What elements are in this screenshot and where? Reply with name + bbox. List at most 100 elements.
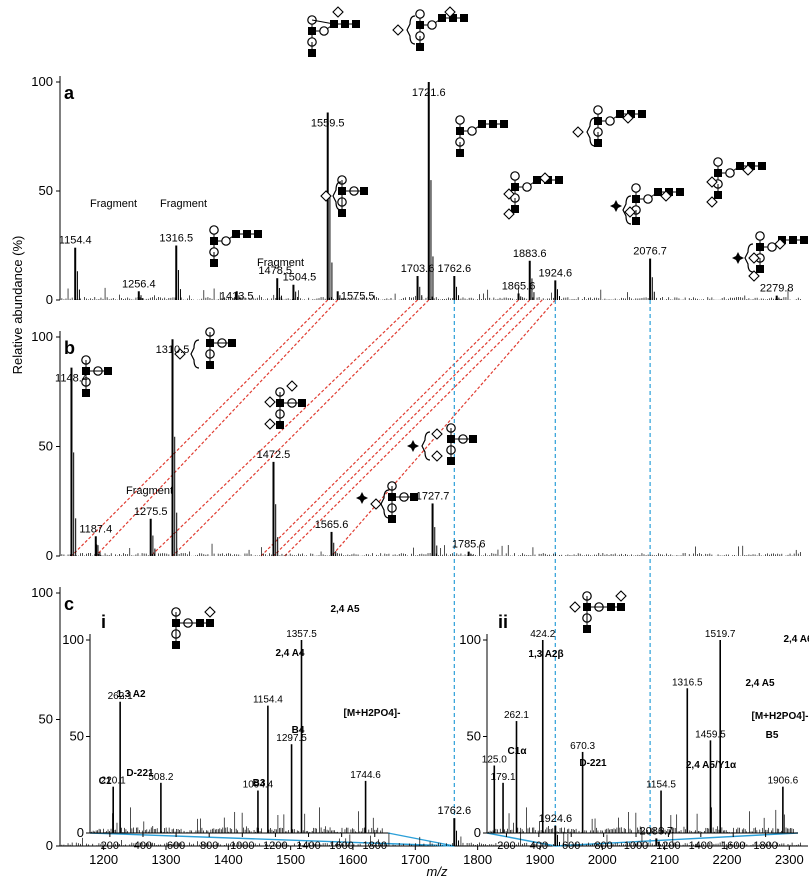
peak-label: 1721.6 (412, 87, 446, 99)
glycan-2119 (706, 157, 766, 208)
glycan-1924 (572, 105, 646, 147)
x-tick-label: 1800 (463, 852, 492, 867)
y-axis-title: Relative abundance (%) (10, 236, 25, 375)
glcnac-square-icon (360, 187, 368, 195)
glycan-1721 (392, 6, 468, 51)
glcnac-square-icon (511, 183, 519, 191)
inset-ii-xtick-label: 1200 (656, 840, 680, 852)
inset-ii-peak-label: 1459.5 (695, 729, 726, 740)
galactose-circle-icon (319, 26, 329, 36)
glycan-1575 (320, 175, 368, 217)
fucose-diamond-icon (748, 270, 760, 282)
x-tick-label: 2000 (588, 852, 617, 867)
glcnac-square-icon (489, 120, 497, 128)
inset-ii-peak-label: 125.0 (482, 754, 507, 765)
glcnac-square-icon (594, 117, 602, 125)
glcnac-square-icon (298, 399, 306, 407)
ion-annotation: B4 (292, 725, 305, 736)
fucose-diamond-icon (706, 176, 718, 188)
glycan-1413 (209, 225, 262, 267)
inset-i-xtick-label: 1200 (263, 840, 287, 852)
glcnac-square-icon (616, 110, 624, 118)
peak-label: 1478.5 (258, 265, 292, 277)
fragment-label-a2: Fragment (160, 198, 207, 210)
inset-i-xtick-label: 800 (200, 840, 218, 852)
glcnac-square-icon (232, 230, 240, 238)
galactose-circle-icon (643, 194, 653, 204)
brace-icon (406, 15, 416, 45)
fucose-diamond-icon (539, 172, 551, 184)
fucose-diamond-icon (332, 6, 344, 18)
galactose-circle-icon (593, 105, 603, 115)
inset-i-peak-label: 1744.6 (350, 770, 381, 781)
inset-i-xtick-label: 1800 (363, 840, 387, 852)
inset-i-ytick-label: 50 (70, 729, 84, 744)
glycan-1472 (264, 380, 306, 430)
glcnac-square-icon (800, 236, 808, 244)
fucose-diamond-icon (431, 428, 443, 440)
glcnac-square-icon (638, 110, 646, 118)
inset-ii-xtick-label: 1600 (721, 840, 745, 852)
peak-label: 1785.6 (452, 539, 486, 551)
glcnac-square-icon (533, 176, 541, 184)
galactose-circle-icon (522, 182, 532, 192)
peak-label: 1472.5 (257, 449, 291, 461)
panel-c-ytick-label: 50 (39, 712, 53, 727)
glycan-inset-i (171, 606, 216, 649)
x-tick-label: 1900 (526, 852, 555, 867)
fucose-diamond-icon (622, 112, 634, 124)
peak-layer (61, 82, 801, 846)
inset-letter-ii: ii (498, 612, 508, 632)
inset-ii-spectrum: 0 50 100 200 400 600 800 1000 1200 1400 1600 1800 12… (459, 629, 809, 852)
fucose-diamond-icon (264, 396, 276, 408)
inset-ii-ytick-label: 0 (474, 825, 481, 840)
star-icon (610, 200, 622, 212)
panel-b-ytick-label: 100 (31, 329, 53, 344)
brace-icon (190, 339, 200, 369)
glcnac-square-icon (228, 339, 236, 347)
inset-ii-peak-label: 1906.6 (768, 776, 799, 787)
correspondence-lines (71, 299, 799, 847)
inset-ii-xtick-label: 200 (497, 840, 515, 852)
fucose-diamond-icon (774, 238, 786, 250)
x-tick-label: 1500 (276, 852, 305, 867)
galactose-circle-icon (767, 242, 777, 252)
inset-ii-xtick-label: 400 (530, 840, 548, 852)
glcnac-square-icon (330, 20, 338, 28)
inset-i-peak-label: 1297.5 (276, 733, 307, 744)
ion-annotation: D-221 (126, 768, 154, 779)
galactose-circle-icon (415, 9, 425, 19)
galactose-circle-icon (427, 20, 437, 30)
inset-i-xtick-label: 1400 (296, 840, 320, 852)
panel-letter-b: b (64, 338, 75, 358)
peak-label: 1559.5 (311, 118, 345, 130)
peak-label: 2279.8 (760, 283, 794, 295)
panel-c-axes: 0 50 100 (31, 585, 61, 853)
peak-label: 1575.5 (341, 290, 375, 302)
glycan-1762 (455, 115, 508, 157)
fucose-diamond-icon (370, 498, 382, 510)
inset-i-peak-label: 1357.5 (286, 629, 317, 640)
panel-a-ytick-label: 100 (31, 74, 53, 89)
red-link-line (284, 299, 543, 557)
inset-ii-xtick-label: 1400 (689, 840, 713, 852)
panel-c-ytick-label: 100 (31, 585, 53, 600)
glycan-cartoons (81, 6, 808, 649)
panel-b-peaks (61, 339, 801, 556)
galactose-circle-icon (209, 225, 219, 235)
glycan-2279 (732, 231, 808, 282)
x-tick-label: 1600 (339, 852, 368, 867)
fucose-diamond-icon (569, 601, 581, 613)
panel-b-ytick-label: 0 (46, 548, 53, 563)
glcnac-square-icon (456, 127, 464, 135)
glycan-1310 (174, 327, 236, 369)
glycan-bond (311, 19, 335, 25)
peak-label: 1187.4 (79, 523, 112, 535)
glcnac-square-icon (469, 435, 477, 443)
red-link-line (95, 299, 339, 557)
galactose-circle-icon (467, 126, 477, 136)
x-tick-label: 1700 (401, 852, 430, 867)
fucose-diamond-icon (742, 164, 754, 176)
ion-annotation: B5 (766, 730, 779, 741)
fucose-diamond-icon (503, 208, 515, 220)
